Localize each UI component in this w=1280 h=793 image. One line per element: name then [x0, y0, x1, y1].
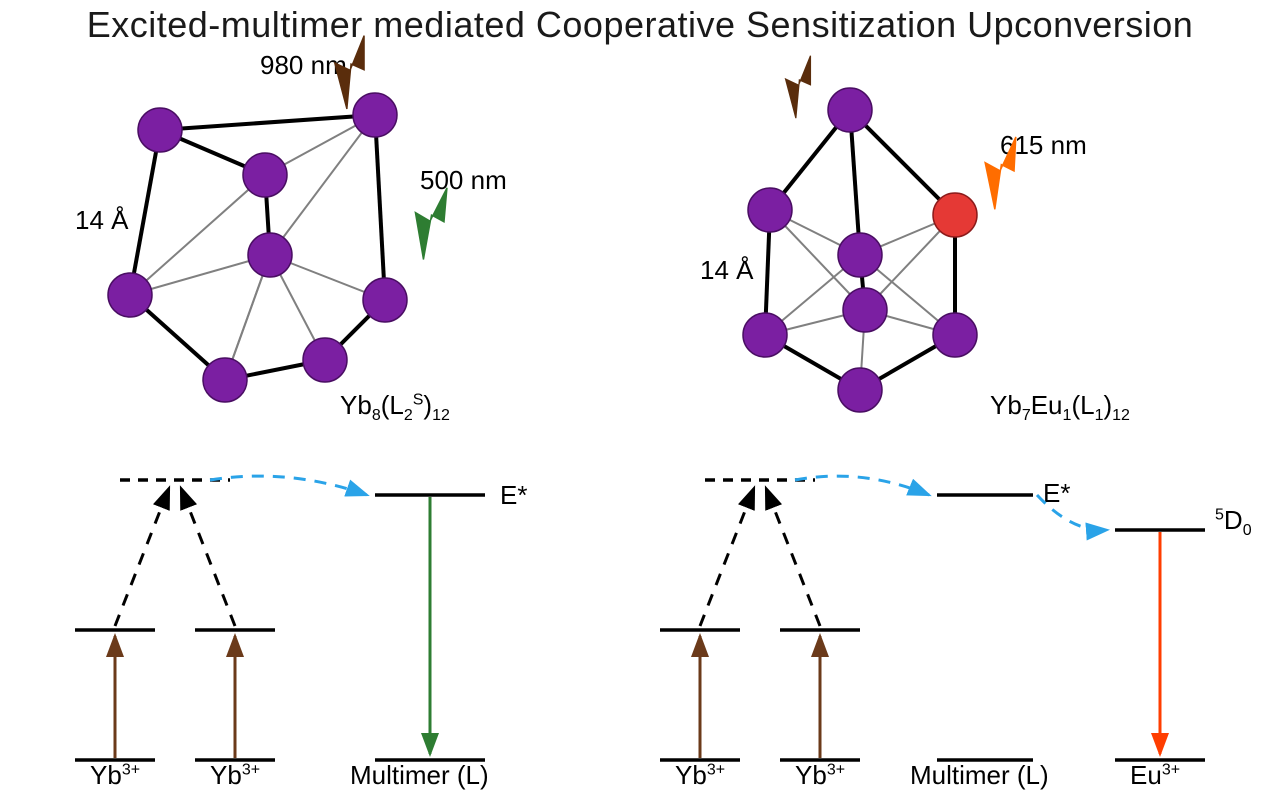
- figure-root: Excited-multimer mediated Cooperative Se…: [0, 0, 1280, 793]
- figure-svg: [0, 0, 1280, 793]
